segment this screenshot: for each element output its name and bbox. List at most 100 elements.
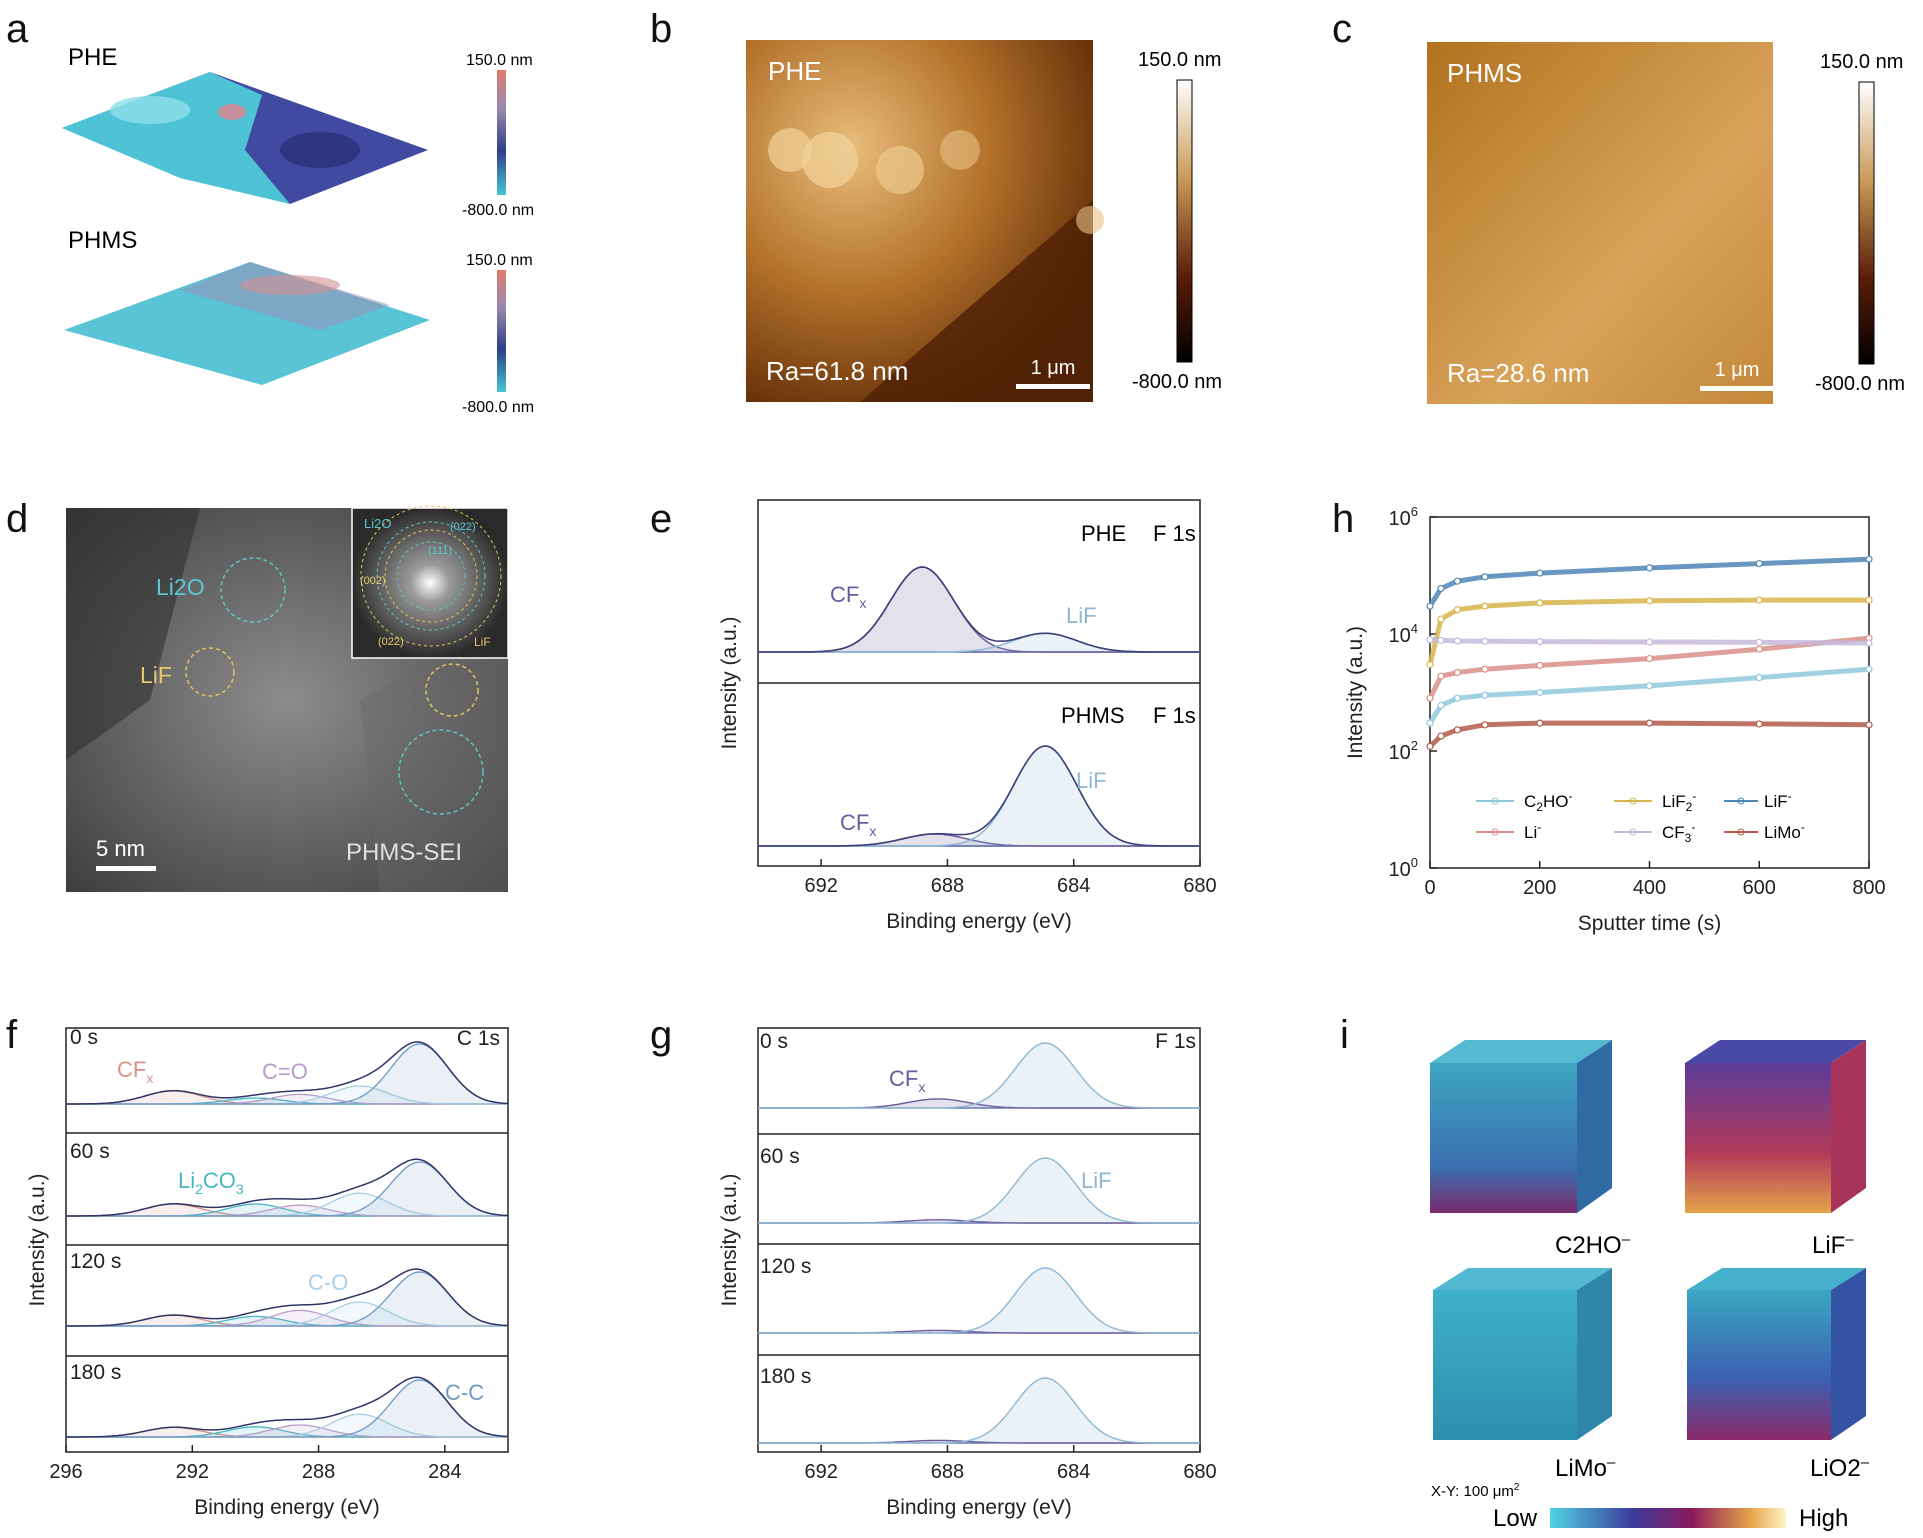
h-series-4-point-1 — [1437, 636, 1445, 644]
h-series-2-point-3 — [1481, 573, 1489, 581]
h-series-0-point-7 — [1865, 665, 1873, 673]
tem-li2o-label: Li2O — [156, 574, 205, 600]
e-ylabel: Intensity (a.u.) — [718, 616, 741, 749]
h-series-2-point-6 — [1755, 559, 1763, 568]
e-xtick-label-3: 680 — [1183, 875, 1216, 897]
colorbar-high: High — [1799, 1505, 1848, 1532]
f-xtick-label-3: 284 — [428, 1461, 461, 1483]
f-0-comp-fill-2 — [66, 1094, 508, 1104]
afm-phe-label: PHE — [768, 56, 821, 86]
f-1-comp-fill-4 — [66, 1162, 508, 1216]
f-xlabel: Binding energy (eV) — [194, 1496, 380, 1519]
e-lif-top: LiF — [1066, 603, 1097, 628]
h-xtick-label-1: 200 — [1523, 877, 1556, 899]
h-series-4-point-2 — [1453, 637, 1462, 645]
h-series-1-point-5 — [1645, 597, 1654, 605]
h-series-0-point-0 — [1426, 719, 1434, 727]
h-ylabel: Intensity (a.u.) — [1344, 626, 1367, 759]
f-1-comp-fill-0 — [66, 1204, 508, 1216]
phe-cbar-bottom: -800.0 nm — [462, 202, 534, 219]
tem-scalebar-label: 5 nm — [96, 836, 145, 861]
legend-c2ho: C2HO- — [1476, 789, 1572, 814]
h-xtick-label-0: 0 — [1424, 877, 1435, 899]
f-2-comp-fill-4 — [66, 1272, 508, 1326]
afm-phms-image — [1427, 42, 1773, 404]
afm-phms-label: PHMS — [1447, 58, 1522, 88]
f-xtick-label-1: 292 — [176, 1461, 209, 1483]
g-1-comp-fill-1 — [758, 1158, 1200, 1223]
h-series-3-point-1 — [1437, 672, 1445, 680]
h-series-2-point-2 — [1453, 577, 1462, 585]
h-series-1-point-2 — [1453, 606, 1462, 614]
h-series-4-point-6 — [1755, 638, 1763, 646]
panel-d: Li2O LiF 5 nm PHMS-SEI Li2O (022) (111) … — [66, 505, 509, 892]
svg-text:Li-: Li- — [1524, 820, 1541, 842]
h-ytick-label-1: 102 — [1389, 738, 1418, 764]
cube-lio2-label: LiO2– — [1810, 1454, 1870, 1482]
f-time-0: 0 s — [70, 1026, 98, 1049]
panel-g-labels: CFx LiF — [889, 1066, 1112, 1193]
afm-phe-roughness: Ra=61.8 nm — [766, 356, 908, 386]
panel-letter-b: b — [650, 7, 672, 51]
g-0-comp-fill-1 — [758, 1043, 1200, 1108]
f-core-label: C 1s — [457, 1027, 500, 1050]
f-2-envelope — [66, 1268, 509, 1327]
svg-text:LiMo-: LiMo- — [1764, 820, 1805, 842]
panel-letter-e: e — [650, 497, 672, 541]
e-cfx-top: CFx — [830, 582, 866, 611]
f-cfx-label: CFx — [117, 1057, 153, 1086]
colorbar-low: Low — [1493, 1505, 1538, 1532]
phms-cbar-bottom: -800.0 nm — [462, 399, 534, 416]
phe-label: PHE — [68, 44, 117, 71]
h-series-3-point-2 — [1453, 668, 1462, 677]
panel-letter-g: g — [650, 1013, 672, 1057]
h-series-3-point-6 — [1755, 645, 1763, 653]
afm-phms-cbar-top: 150.0 nm — [1820, 51, 1903, 73]
h-series-3-point-3 — [1481, 665, 1489, 673]
g-time-1: 60 s — [760, 1145, 800, 1168]
g-time-3: 180 s — [760, 1365, 811, 1388]
f-3-comp-fill-4 — [66, 1380, 508, 1437]
h-series-5-point-4 — [1536, 719, 1544, 727]
phms-label: PHMS — [68, 227, 137, 254]
g-xtick-label-2: 684 — [1057, 1461, 1090, 1483]
tem-caption: PHMS-SEI — [346, 839, 462, 866]
h-series-5-point-2 — [1453, 726, 1462, 734]
h-series-5-point-1 — [1437, 732, 1445, 740]
e-0-envelope — [758, 566, 1200, 653]
fft-inset — [351, 507, 509, 659]
h-series-5-point-3 — [1481, 721, 1489, 729]
f-3-comp-fill-3 — [66, 1414, 508, 1437]
tem-lif-label: LiF — [140, 662, 172, 688]
h-legend: C2HO- LiF2- LiF- Li- CF3- LiMo- — [1476, 789, 1805, 845]
h-series-0-point-4 — [1536, 688, 1544, 697]
h-series-5-point-6 — [1755, 720, 1763, 728]
cube-c2ho: C2HO– — [1430, 1040, 1631, 1259]
h-series-1-point-6 — [1755, 596, 1763, 604]
cube-limo: LiMo– — [1433, 1268, 1616, 1482]
afm-phe-colorbar — [1176, 79, 1193, 363]
phe-cbar-top: 150.0 nm — [466, 52, 533, 69]
g-frame — [757, 1027, 1201, 1453]
h-xtick-label-4: 800 — [1852, 877, 1885, 899]
panel-letter-h: h — [1332, 497, 1354, 541]
cube-lif-label: LiF– — [1812, 1231, 1854, 1259]
afm-phms-colorbar — [1858, 81, 1875, 365]
g-xtick-label-3: 680 — [1183, 1461, 1216, 1483]
h-series-5-point-5 — [1645, 719, 1654, 727]
cube-lif: LiF– — [1685, 1040, 1866, 1259]
fft-111: (111) — [428, 545, 452, 557]
h-ytick-label-0: 100 — [1389, 855, 1418, 881]
f-li2co3-label: Li2CO3 — [178, 1168, 244, 1197]
e-1-peak-fill-1 — [758, 746, 1200, 846]
panel-b: PHE Ra=61.8 nm 1 μm 150.0 nm -800.0 nm — [746, 40, 1222, 402]
h-series-2-point-0 — [1426, 602, 1434, 610]
h-series-4-point-0 — [1426, 636, 1434, 644]
e-phe-label: PHE — [1081, 521, 1126, 546]
chart-g: 692 688 684 680 Binding energy (eV) Intensity… — [718, 1027, 1217, 1519]
afm-phe-scalebar — [1016, 384, 1090, 389]
svg-text:LiF-: LiF- — [1764, 789, 1792, 811]
cube-limo-label: LiMo– — [1555, 1454, 1616, 1482]
e-lif-bottom: LiF — [1076, 768, 1107, 793]
afm-phe-scalebar-label: 1 μm — [1031, 357, 1076, 379]
